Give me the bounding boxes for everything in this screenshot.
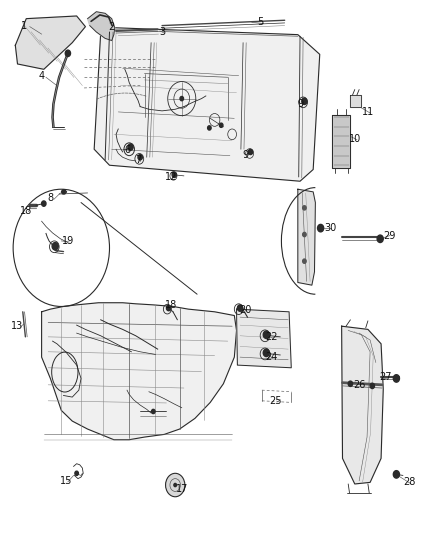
Text: 18: 18 — [20, 206, 32, 215]
Circle shape — [348, 381, 353, 386]
Text: 10: 10 — [349, 134, 361, 143]
Polygon shape — [350, 95, 361, 107]
Text: 5: 5 — [258, 18, 264, 27]
Text: 11: 11 — [362, 107, 374, 117]
Text: 18: 18 — [165, 300, 177, 310]
Circle shape — [303, 232, 306, 237]
Text: 15: 15 — [60, 476, 72, 486]
Text: 12: 12 — [165, 172, 177, 182]
Polygon shape — [88, 12, 115, 41]
Circle shape — [303, 259, 306, 263]
Circle shape — [263, 331, 269, 338]
Polygon shape — [15, 16, 85, 69]
Circle shape — [172, 172, 177, 177]
Text: 7: 7 — [135, 155, 141, 165]
Text: 24: 24 — [265, 352, 278, 362]
Text: 27: 27 — [379, 372, 392, 382]
Text: 22: 22 — [265, 332, 278, 342]
Circle shape — [166, 305, 171, 311]
Circle shape — [263, 349, 269, 357]
Text: 4: 4 — [39, 71, 45, 80]
Circle shape — [152, 409, 155, 414]
Text: 8: 8 — [47, 193, 53, 203]
Circle shape — [303, 206, 306, 210]
Polygon shape — [298, 189, 315, 285]
Circle shape — [302, 98, 307, 104]
Polygon shape — [94, 28, 320, 181]
Circle shape — [377, 235, 383, 243]
Text: 2: 2 — [109, 22, 115, 31]
Text: 17: 17 — [176, 484, 188, 494]
Circle shape — [138, 155, 142, 160]
Circle shape — [180, 96, 184, 101]
Circle shape — [318, 224, 324, 232]
Circle shape — [62, 190, 65, 194]
Circle shape — [248, 149, 253, 155]
Circle shape — [208, 126, 211, 130]
Text: 20: 20 — [239, 305, 251, 315]
Text: 3: 3 — [159, 27, 165, 37]
Text: 29: 29 — [384, 231, 396, 240]
Circle shape — [52, 243, 58, 250]
Polygon shape — [332, 115, 350, 168]
Circle shape — [65, 50, 71, 56]
Text: 26: 26 — [353, 380, 365, 390]
Circle shape — [128, 144, 133, 150]
Text: 28: 28 — [403, 478, 416, 487]
Circle shape — [237, 305, 243, 311]
Text: 13: 13 — [11, 321, 24, 331]
Circle shape — [370, 383, 374, 389]
Circle shape — [393, 471, 399, 478]
Circle shape — [75, 471, 78, 475]
Text: 6: 6 — [124, 146, 130, 155]
Text: 30: 30 — [325, 223, 337, 233]
Text: 9: 9 — [242, 150, 248, 159]
Circle shape — [166, 473, 185, 497]
Polygon shape — [237, 309, 291, 368]
Text: 1: 1 — [21, 21, 27, 30]
Circle shape — [393, 375, 399, 382]
Circle shape — [174, 483, 177, 487]
Circle shape — [219, 123, 223, 127]
Text: 25: 25 — [270, 396, 282, 406]
Polygon shape — [342, 326, 383, 484]
Polygon shape — [42, 303, 237, 440]
Circle shape — [42, 201, 46, 206]
Text: 19: 19 — [62, 236, 74, 246]
Text: 9: 9 — [297, 99, 303, 109]
